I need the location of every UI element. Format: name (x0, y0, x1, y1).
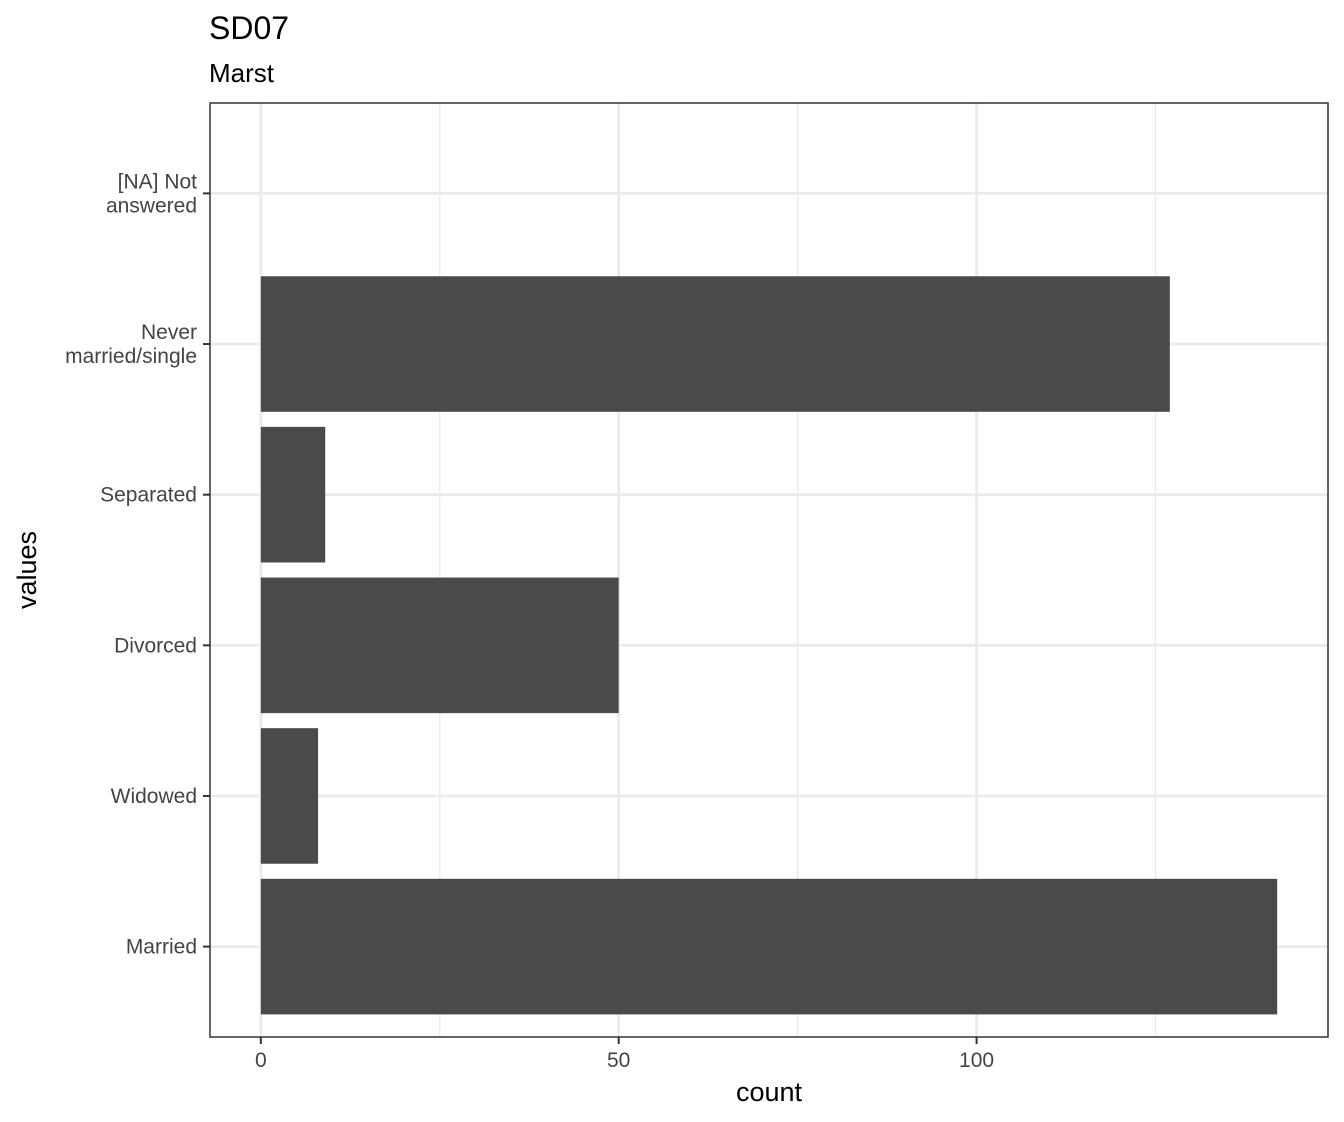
bar (260, 577, 619, 714)
bar (260, 426, 326, 563)
chart-title: SD07 (209, 10, 289, 46)
x-axis: 0 50 100 (255, 1037, 994, 1072)
bars (260, 276, 1278, 1015)
x-tick-label: 50 (607, 1049, 630, 1072)
bar (260, 276, 1170, 412)
y-axis-title: values (12, 531, 42, 609)
y-tick-label: [NA] Not answered (106, 170, 197, 217)
bar (260, 728, 319, 864)
y-tick-label: Separated (100, 484, 197, 507)
x-tick-label: 0 (255, 1049, 267, 1072)
y-tick-label: Widowed (111, 785, 197, 808)
y-axis: [NA] Not answered Never married/single Separ… (65, 170, 210, 959)
x-tick-label: 100 (959, 1049, 994, 1072)
y-tick-label: Never married/single (65, 321, 197, 368)
plot-border (209, 102, 1329, 1038)
y-tick-label: Divorced (114, 634, 197, 657)
chart-subtitle: Marst (209, 58, 275, 88)
y-tick-label: Married (126, 936, 197, 959)
bar (260, 878, 1278, 1015)
x-axis-title: count (736, 1077, 803, 1107)
